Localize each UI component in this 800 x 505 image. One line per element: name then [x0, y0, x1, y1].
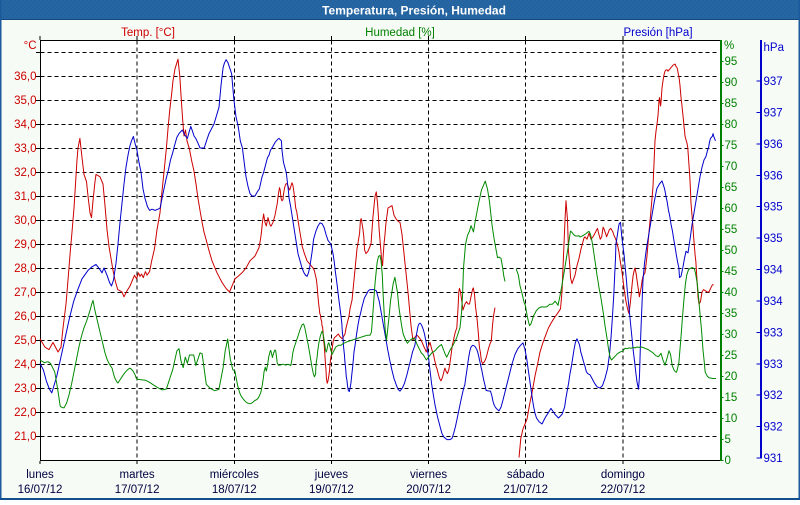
svg-text:Presión [hPa]: Presión [hPa] — [623, 27, 692, 39]
svg-text:jueves: jueves — [314, 469, 348, 481]
svg-text:°C: °C — [24, 40, 37, 52]
svg-text:lunes: lunes — [26, 469, 54, 481]
svg-text:934: 934 — [764, 265, 784, 277]
svg-text:20/07/12: 20/07/12 — [406, 484, 451, 496]
svg-text:16/07/12: 16/07/12 — [18, 484, 63, 496]
svg-text:936: 936 — [764, 170, 783, 182]
svg-text:32,0: 32,0 — [14, 167, 36, 179]
svg-text:Temperatura, Presión, Humedad: Temperatura, Presión, Humedad — [322, 4, 506, 18]
svg-text:70: 70 — [725, 161, 738, 173]
svg-text:932: 932 — [764, 390, 783, 402]
svg-text:935: 935 — [764, 233, 783, 245]
svg-text:95: 95 — [725, 56, 738, 68]
svg-text:933: 933 — [764, 359, 783, 371]
svg-text:31,0: 31,0 — [14, 191, 36, 203]
svg-text:935: 935 — [764, 202, 783, 214]
svg-text:15: 15 — [725, 392, 738, 404]
svg-text:29,0: 29,0 — [14, 239, 36, 251]
svg-text:18/07/12: 18/07/12 — [212, 484, 257, 496]
svg-text:23,0: 23,0 — [14, 383, 36, 395]
svg-text:55: 55 — [725, 224, 738, 236]
svg-text:80: 80 — [725, 119, 738, 131]
svg-text:33,0: 33,0 — [14, 143, 36, 155]
svg-text:50: 50 — [725, 245, 738, 257]
svg-text:19/07/12: 19/07/12 — [309, 484, 354, 496]
svg-text:25: 25 — [725, 350, 738, 362]
svg-text:viernes: viernes — [410, 469, 447, 481]
svg-text:35,0: 35,0 — [14, 95, 36, 107]
svg-text:45: 45 — [725, 266, 738, 278]
svg-text:10: 10 — [725, 413, 738, 425]
svg-text:Humedad [%]: Humedad [%] — [365, 27, 435, 39]
svg-text:90: 90 — [725, 77, 738, 89]
svg-text:25,0: 25,0 — [14, 335, 36, 347]
svg-text:Temp. [°C]: Temp. [°C] — [121, 27, 175, 39]
svg-text:miércoles: miércoles — [210, 469, 259, 481]
svg-text:hPa: hPa — [764, 42, 785, 54]
svg-text:20: 20 — [725, 371, 738, 383]
svg-text:85: 85 — [725, 98, 738, 110]
svg-text:40: 40 — [725, 287, 738, 299]
svg-text:35: 35 — [725, 308, 738, 320]
svg-text:937: 937 — [764, 107, 783, 119]
svg-text:65: 65 — [725, 182, 738, 194]
svg-text:931: 931 — [764, 453, 783, 465]
svg-text:%: % — [724, 40, 734, 52]
svg-text:27,0: 27,0 — [14, 287, 36, 299]
svg-text:24,0: 24,0 — [14, 359, 36, 371]
svg-text:75: 75 — [725, 140, 738, 152]
svg-text:17/07/12: 17/07/12 — [115, 484, 160, 496]
svg-text:22,0: 22,0 — [14, 407, 36, 419]
svg-text:21/07/12: 21/07/12 — [503, 484, 548, 496]
svg-text:5: 5 — [725, 434, 731, 446]
svg-text:932: 932 — [764, 422, 783, 434]
svg-text:0: 0 — [725, 455, 731, 467]
svg-text:60: 60 — [725, 203, 738, 215]
svg-text:21,0: 21,0 — [14, 431, 36, 443]
svg-text:937: 937 — [764, 76, 783, 88]
svg-text:934: 934 — [764, 296, 784, 308]
svg-text:22/07/12: 22/07/12 — [601, 484, 646, 496]
svg-text:933: 933 — [764, 327, 783, 339]
svg-text:domingo: domingo — [601, 469, 645, 481]
svg-text:30,0: 30,0 — [14, 215, 36, 227]
svg-text:26,0: 26,0 — [14, 311, 36, 323]
svg-text:936: 936 — [764, 139, 783, 151]
svg-text:30: 30 — [725, 329, 738, 341]
svg-text:martes: martes — [120, 469, 155, 481]
svg-text:34,0: 34,0 — [14, 119, 36, 131]
svg-text:36,0: 36,0 — [14, 71, 36, 83]
svg-text:28,0: 28,0 — [14, 263, 36, 275]
svg-text:sábado: sábado — [507, 469, 545, 481]
